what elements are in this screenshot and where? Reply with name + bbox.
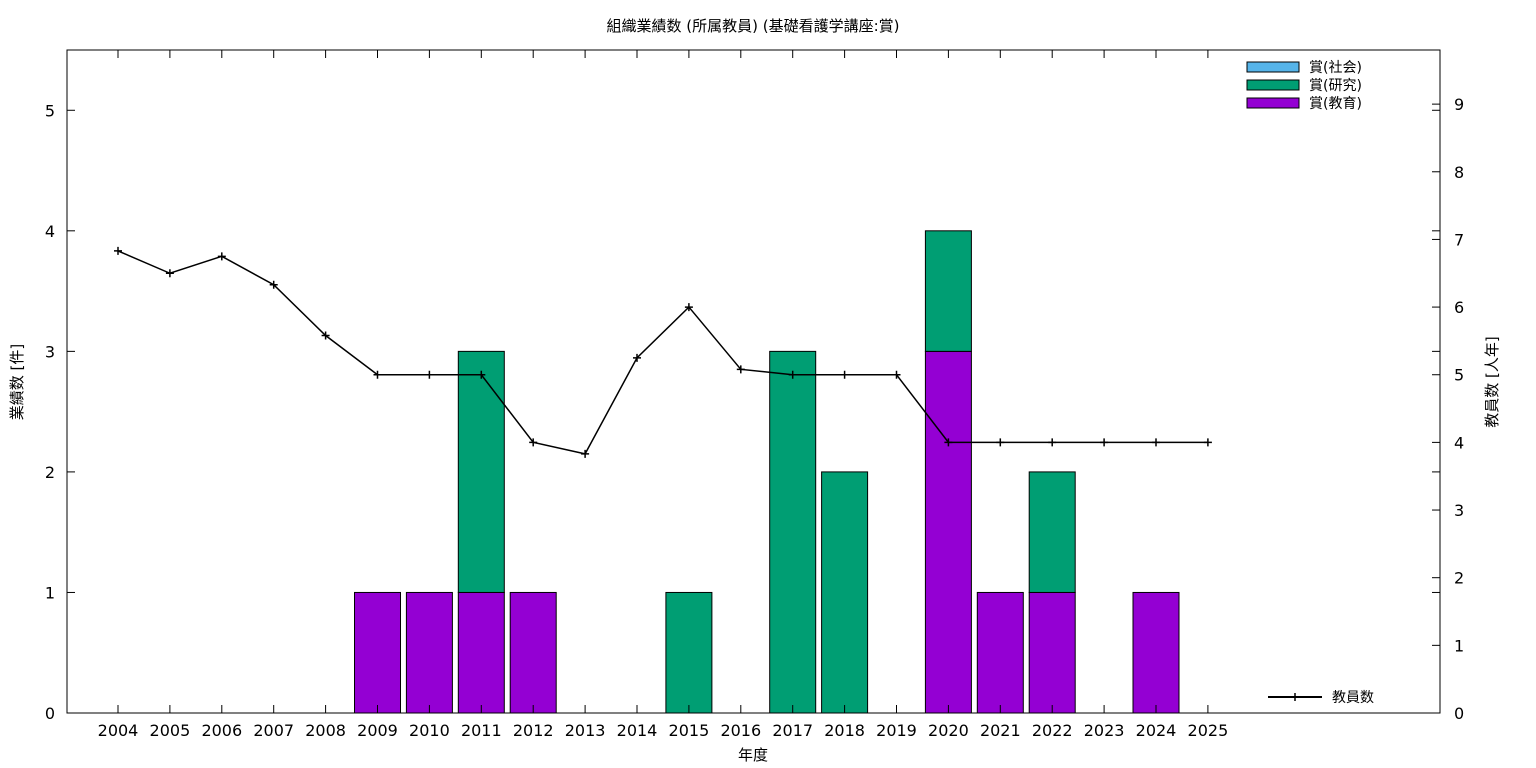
y2-tick-label: 7 <box>1454 230 1464 249</box>
line-point-2017 <box>788 370 797 379</box>
x-tick-label: 2010 <box>409 721 450 740</box>
line-point-2023 <box>1100 438 1109 447</box>
y2-tick-label: 0 <box>1454 704 1464 723</box>
x-tick-label: 2022 <box>1032 721 1073 740</box>
line-point-2012 <box>529 438 538 447</box>
y2-tick-label: 2 <box>1454 569 1464 588</box>
x-tick-label: 2013 <box>565 721 606 740</box>
bar-2011-賞(研究) <box>457 350 505 593</box>
line-layer <box>114 246 1212 458</box>
line-point-2021 <box>996 438 1005 447</box>
bar-2010-賞(教育) <box>405 591 453 714</box>
line-point-2025 <box>1203 438 1212 447</box>
line-point-2010 <box>425 370 434 379</box>
x-tick-label: 2014 <box>617 721 658 740</box>
bar-2024-賞(教育) <box>1132 591 1180 714</box>
y2-tick-label: 1 <box>1454 636 1464 655</box>
y2-tick-label: 4 <box>1454 433 1464 452</box>
y-axis-right: 0 1 2 3 4 5 6 7 8 9 <box>1432 95 1464 723</box>
legend-top: 賞(社会) 賞(研究) 賞(教育) <box>1246 60 1362 112</box>
line-point-2016 <box>736 365 745 374</box>
legend-label: 賞(社会) <box>1309 60 1362 76</box>
line-point-2006 <box>217 252 226 261</box>
x-tick-label: 2024 <box>1136 721 1177 740</box>
x-axis-label: 年度 <box>738 746 768 764</box>
bar-2011-賞(教育) <box>457 591 505 714</box>
x-tick-label: 2006 <box>201 721 242 740</box>
line-point-2011 <box>477 370 486 379</box>
bar-2021-賞(教育) <box>976 591 1024 714</box>
x-tick-label: 2018 <box>824 721 865 740</box>
y2-tick-label: 9 <box>1454 95 1464 114</box>
legend-swatch <box>1246 61 1300 73</box>
line-point-2005 <box>165 269 174 278</box>
legend-label: 賞(研究) <box>1309 78 1362 94</box>
bar-2022-賞(教育) <box>1028 591 1076 714</box>
line-series-path <box>117 250 1208 455</box>
legend-line-label: 教員数 <box>1332 690 1374 706</box>
line-point-2004 <box>114 246 122 255</box>
legend-label: 賞(教育) <box>1309 96 1362 112</box>
line-point-2024 <box>1152 438 1160 447</box>
line-point-2008 <box>321 331 330 340</box>
line-point-2014 <box>633 353 641 362</box>
legend-line: 教員数 <box>1268 690 1374 706</box>
x-tick-label: 2020 <box>928 721 969 740</box>
x-tick-label: 2009 <box>357 721 398 740</box>
x-tick-label: 2019 <box>876 721 917 740</box>
bar-2022-賞(研究) <box>1028 471 1076 593</box>
x-tick-label: 2011 <box>461 721 502 740</box>
x-tick-label: 2008 <box>305 721 346 740</box>
x-tick-label: 2023 <box>1084 721 1125 740</box>
y-tick-label: 1 <box>45 583 55 602</box>
x-tick-label: 2012 <box>513 721 554 740</box>
y-axis-label: 業績数 [件] <box>8 344 26 420</box>
y-tick-label: 2 <box>45 463 55 482</box>
bar-2018-賞(研究) <box>821 471 869 714</box>
y2-tick-label: 8 <box>1454 163 1464 182</box>
y2-axis-label: 教員数 [人年] <box>1483 336 1501 427</box>
bar-2009-賞(教育) <box>354 591 401 714</box>
bar-2020-賞(教育) <box>924 350 972 714</box>
y-tick-label: 4 <box>45 222 55 241</box>
bar-2012-賞(教育) <box>509 591 557 714</box>
line-point-2015 <box>684 303 693 312</box>
plot-frame <box>66 49 1441 714</box>
x-tick-label: 2017 <box>772 721 813 740</box>
line-point-2007 <box>269 280 278 289</box>
y2-tick-label: 6 <box>1454 298 1464 317</box>
chart-title: 組織業績数 (所属教員) (基礎看護学講座:賞) <box>607 17 900 35</box>
x-tick-label: 2007 <box>253 721 294 740</box>
x-tick-label: 2015 <box>669 721 710 740</box>
legend-swatch <box>1246 79 1300 91</box>
line-point-2020 <box>944 438 953 447</box>
bars-layer <box>354 230 1180 714</box>
y-tick-label: 0 <box>45 704 55 723</box>
x-tick-label: 2005 <box>150 721 191 740</box>
line-point-2018 <box>840 370 849 379</box>
bar-2020-賞(研究) <box>924 230 972 352</box>
y-tick-label: 5 <box>45 101 55 120</box>
line-point-2019 <box>892 370 901 379</box>
bar-2015-賞(研究) <box>665 591 713 714</box>
x-tick-label: 2016 <box>720 721 761 740</box>
line-point-2022 <box>1048 438 1057 447</box>
y2-tick-label: 5 <box>1454 366 1464 385</box>
y-tick-label: 3 <box>45 342 55 361</box>
bar-2017-賞(研究) <box>769 350 817 714</box>
x-tick-label: 2021 <box>980 721 1021 740</box>
legend-swatch <box>1246 97 1300 109</box>
x-tick-label: 2025 <box>1188 721 1229 740</box>
x-axis: 2004 2005 2006 2007 2008 2009 2010 2011 2012 2013… <box>98 50 1229 740</box>
legend-line-marker <box>1291 693 1299 701</box>
y-axis-left: 0 1 2 3 4 5 <box>45 101 1440 723</box>
x-tick-label: 2004 <box>98 721 139 740</box>
y2-tick-label: 3 <box>1454 501 1464 520</box>
line-point-2009 <box>373 370 382 379</box>
line-point-2013 <box>581 449 590 458</box>
